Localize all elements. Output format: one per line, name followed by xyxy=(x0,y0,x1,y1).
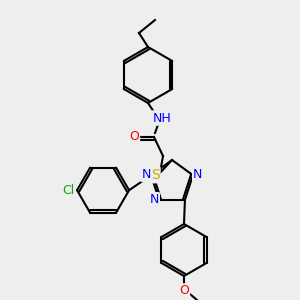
Text: N: N xyxy=(193,168,203,181)
Text: N: N xyxy=(141,168,151,181)
Text: NH: NH xyxy=(153,112,171,124)
Text: O: O xyxy=(129,130,139,143)
Text: Cl: Cl xyxy=(62,184,74,197)
Text: N: N xyxy=(149,193,159,206)
Text: O: O xyxy=(179,284,189,298)
Text: S: S xyxy=(151,168,159,182)
